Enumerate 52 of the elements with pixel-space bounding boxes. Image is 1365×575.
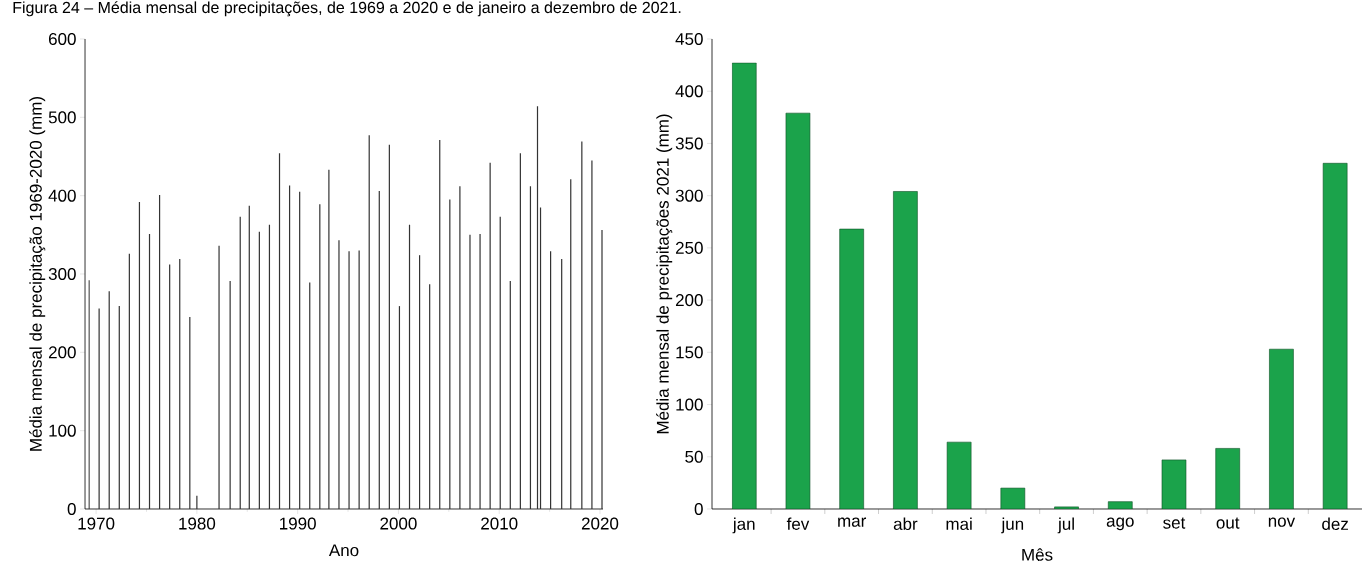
x-tick-label: 2010 <box>481 517 518 530</box>
chart-title: Figura 24 – Média mensal de precipitações, de 1969 a 2020 e de janeiro a dezembro de 2021. <box>13 1 681 17</box>
bar <box>946 441 972 509</box>
x-tick-label: mar <box>838 517 867 527</box>
y-tick-label: 250 <box>675 241 703 254</box>
y-tick-label: 400 <box>675 85 703 98</box>
x-axis-title: Mês <box>1022 548 1053 561</box>
y-tick-label: 600 <box>48 32 76 46</box>
x-tick-label: dez <box>1322 517 1348 531</box>
x-tick-label: nov <box>1268 517 1296 527</box>
bar <box>1269 348 1294 509</box>
x-tick-label: out <box>1216 517 1240 529</box>
y-tick-label: 400 <box>48 189 76 202</box>
y-tick-label: 0 <box>67 502 76 516</box>
bar <box>1215 448 1240 509</box>
bar <box>1107 501 1133 509</box>
x-tick-label: 2020 <box>581 517 619 530</box>
x-tick-label: jul <box>1057 517 1074 534</box>
bar <box>1054 506 1079 509</box>
x-tick-label: jan <box>732 517 755 534</box>
bar <box>1322 162 1348 509</box>
y-tick-label: 50 <box>685 450 703 463</box>
y-tick-label: 200 <box>48 346 76 359</box>
x-tick-label: mai <box>946 517 972 531</box>
x-tick-label: 2000 <box>380 517 417 530</box>
y-axis-title: Média mensal de precipitações 2021 (mm) <box>656 114 673 434</box>
y-tick-label: 300 <box>48 267 76 281</box>
x-tick-label: ago <box>1106 517 1134 531</box>
y-tick-label: 350 <box>675 137 703 150</box>
x-tick-label: fev <box>786 517 810 530</box>
bar <box>1161 459 1187 509</box>
bar <box>1000 487 1026 509</box>
y-tick-label: 450 <box>675 32 703 46</box>
bar <box>785 112 811 509</box>
x-tick-label: jun <box>1001 517 1024 534</box>
y-tick-label: 500 <box>48 111 76 124</box>
y-tick-label: 300 <box>675 189 703 202</box>
bar <box>731 62 757 509</box>
x-tick-label: 1970 <box>78 517 115 530</box>
y-axis-title: Média mensal de precipitação 1969-2020 (mm) <box>29 97 46 451</box>
y-tick-label: 100 <box>676 398 703 411</box>
bar <box>893 191 918 509</box>
x-tick-label: set <box>1163 517 1186 529</box>
y-tick-label: 100 <box>49 424 76 437</box>
x-tick-label: 1990 <box>280 517 316 530</box>
y-tick-label: 150 <box>676 346 703 359</box>
y-tick-label: 0 <box>694 502 703 516</box>
bar <box>839 228 864 509</box>
y-tick-label: 200 <box>675 294 703 307</box>
x-tick-label: abr <box>893 517 918 531</box>
x-tick-label: 1980 <box>179 517 216 530</box>
x-axis-title: Ano <box>328 544 359 557</box>
